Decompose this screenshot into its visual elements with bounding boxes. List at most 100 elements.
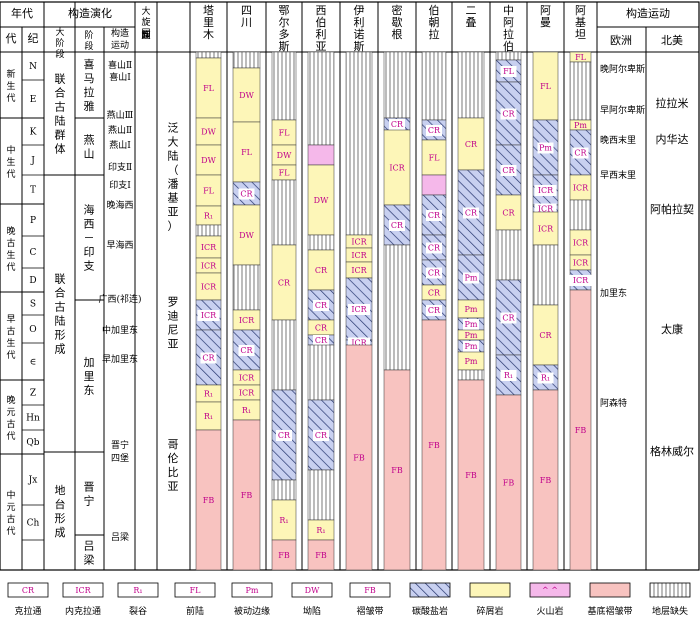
stratigraphic-unit [569, 199, 592, 231]
movement-label: 燕山Ⅰ [109, 139, 131, 151]
era-label: 古 [6, 513, 15, 525]
movement-label: 早海西 [106, 239, 133, 251]
unit-label-bg [200, 352, 217, 364]
legend-code: Pm [246, 586, 259, 595]
big-stage-label: 古 [55, 101, 66, 114]
unit-label: Pm [465, 342, 478, 351]
legend-swatch [349, 582, 391, 598]
basin-name: 阿 [540, 4, 551, 17]
legend-code: R₁ [133, 586, 142, 595]
unit-label-bg [426, 210, 442, 221]
unit-label: ICR [351, 251, 367, 260]
big-stage-header: 段 [55, 48, 64, 60]
legend-swatch [62, 582, 104, 598]
unit-label: ICR [239, 316, 255, 325]
big-stage-label: 联 [55, 273, 66, 286]
supercycle-label: 泛 [168, 122, 179, 135]
legend-swatch [231, 582, 273, 598]
movement-label: 燕山Ⅱ [108, 124, 132, 136]
basin-name: 斯 [354, 40, 365, 53]
basin-name: 二 [466, 4, 477, 17]
unit-label: Pm [465, 331, 478, 340]
unit-label: R₁ [204, 212, 213, 221]
unit-label: Pm [465, 357, 478, 366]
big-stage-label: 成 [55, 343, 66, 356]
legend-label: 碎屑岩 [476, 605, 503, 617]
basin-name: 朝 [429, 16, 440, 29]
dai-header: 代 [6, 32, 17, 45]
unit-label: Pm [465, 274, 478, 283]
unit-label: FL [203, 187, 215, 196]
unit-label: ICR [573, 239, 589, 248]
unit-label-bg [348, 304, 370, 315]
stage-label: 喜 [84, 58, 95, 71]
basin-name: 尔 [279, 16, 290, 29]
unit-label: Pm [539, 144, 552, 153]
stage-label: 马 [84, 72, 95, 85]
unit-label: CR [502, 110, 515, 119]
legend-code: CR [22, 586, 35, 595]
supercycle-label: 亚 [168, 480, 179, 493]
unit-label: ICR [201, 283, 217, 292]
unit-label: DW [239, 231, 254, 240]
era-label: 早 [6, 314, 15, 325]
stage-label: 支 [84, 260, 95, 273]
unit-label: CR [428, 289, 441, 298]
stratigraphic-unit [271, 479, 297, 501]
movement-label: 印支Ⅱ [108, 161, 132, 173]
stratigraphic-unit [457, 379, 485, 571]
period-label: N [29, 62, 37, 72]
cycle-header: 旋 [141, 16, 150, 28]
basin-name: 四 [241, 4, 252, 17]
unit-label: CR [465, 209, 478, 218]
movement-header: 构造 [111, 27, 129, 39]
unit-label: DW [314, 196, 329, 205]
supercycle-label: 亚 [168, 206, 179, 219]
unit-label: FL [575, 53, 587, 62]
unit-label: Pm [465, 305, 478, 314]
unit-label: FB [391, 466, 403, 475]
stratigraphic-unit [345, 51, 373, 236]
supercycle-label: 迪 [168, 310, 179, 323]
legend-label: 内克拉通 [65, 605, 101, 617]
unit-label: CR [391, 120, 404, 129]
unit-label: FL [279, 169, 291, 178]
big-stage-header: 阶 [55, 37, 64, 49]
basin-name: 利 [354, 16, 365, 29]
unit-label-bg [572, 147, 589, 159]
unit-label-bg [537, 142, 554, 154]
legend-swatch [174, 582, 216, 598]
namerica-event: 太康 [661, 322, 683, 336]
stratigraphic-unit [195, 51, 222, 59]
period-label: P [30, 216, 36, 226]
era-label: 元 [6, 408, 15, 418]
unit-label: CR [278, 279, 291, 288]
unit-label-bg [500, 66, 517, 77]
basin-name: 里 [203, 16, 214, 29]
unit-label: DW [277, 151, 292, 160]
basin-name: 西 [316, 4, 327, 17]
period-label: E [30, 95, 37, 105]
europe-header: 欧洲 [610, 34, 632, 47]
era-label: 代 [6, 169, 15, 180]
namerica-header: 北美 [661, 34, 683, 47]
cycle-header-2: 旋 [141, 29, 150, 41]
period-label: Hn [26, 414, 40, 424]
era-label: 生 [6, 337, 15, 349]
stratigraphic-unit [495, 51, 522, 61]
unit-label-bg [500, 312, 517, 324]
legend-label: 基底褶皱带 [587, 605, 632, 617]
stratigraphic-unit [421, 319, 447, 571]
stratigraphic-unit [271, 51, 297, 121]
stratigraphic-unit [383, 244, 411, 371]
stage-label: 晋 [84, 481, 95, 494]
unit-label: R₁ [242, 406, 251, 415]
legend-swatch [589, 582, 631, 598]
era-label: 中 [6, 144, 15, 156]
unit-label: ICR [389, 164, 405, 173]
basin-name: 密 [392, 3, 403, 17]
stratigraphic-unit [195, 117, 222, 146]
period-label: J [30, 156, 35, 166]
big-stage-label: 形 [55, 512, 66, 525]
basin-name: 亚 [316, 40, 327, 53]
